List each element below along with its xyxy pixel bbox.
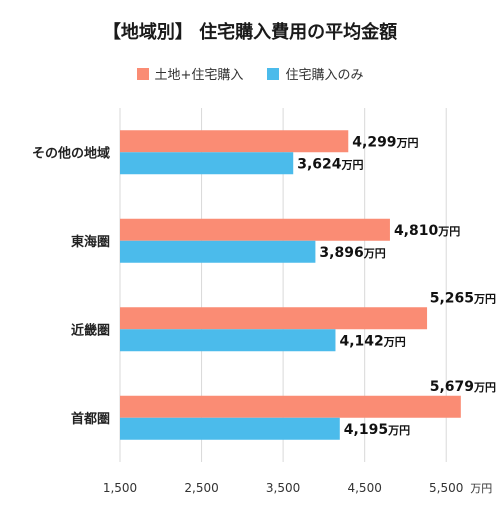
category-label-3: 首都圏: [71, 411, 110, 427]
x-tick-label-2: 3,500: [266, 481, 300, 495]
category-label-0: その他の地域: [32, 145, 110, 161]
value-label-1-0: 3,624万円: [297, 156, 363, 172]
legend-label-house-only: 住宅購入のみ: [285, 68, 364, 83]
legend-label-land-and-house: 土地+住宅購入: [154, 68, 244, 83]
bar-0-2: [120, 307, 428, 330]
legend-swatch-land-and-house: [136, 67, 149, 80]
x-tick-label-3: 4,500: [347, 481, 381, 495]
x-tick-label-4: 5,500: [429, 481, 463, 495]
bar-0-0: [120, 130, 349, 153]
legend-item-land-and-house: 土地+住宅購入: [136, 64, 244, 83]
value-label-1-1: 3,896万円: [319, 245, 385, 261]
bar-1-0: [120, 152, 294, 175]
bar-1-2: [120, 329, 336, 352]
bar-1-1: [120, 240, 316, 263]
category-label-1: 東海圏: [71, 234, 110, 250]
legend-swatch-house-only: [267, 67, 280, 80]
value-label-1-3: 4,195万円: [344, 422, 410, 438]
legend: 土地+住宅購入 住宅購入のみ: [0, 64, 500, 83]
value-label-0-0: 4,299万円: [352, 134, 418, 150]
value-label-0-1: 4,810万円: [394, 223, 460, 239]
category-label-2: 近畿圏: [71, 322, 110, 338]
legend-item-house-only: 住宅購入のみ: [267, 64, 363, 83]
x-tick-label-0: 1,500: [103, 481, 137, 495]
x-axis-unit: 万円: [470, 482, 492, 495]
value-label-0-2: 5,265万円: [430, 290, 496, 306]
value-label-1-2: 4,142万円: [339, 333, 405, 349]
bar-0-3: [120, 395, 461, 418]
value-label-0-3: 5,679万円: [430, 379, 496, 395]
x-tick-label-1: 2,500: [184, 481, 218, 495]
chart-title: 【地域別】 住宅購入費用の平均金額: [102, 22, 398, 43]
bar-0-1: [120, 218, 390, 241]
bar-1-3: [120, 417, 340, 440]
